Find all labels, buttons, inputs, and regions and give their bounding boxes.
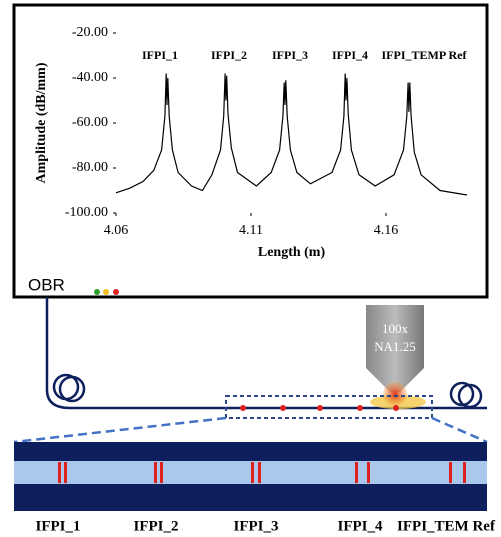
x-tick-label: 4.16 [374, 223, 399, 238]
spectrum-line [115, 73, 468, 196]
objective-label: 100x [382, 321, 409, 336]
x-tick-label: 4.11 [239, 223, 263, 238]
chart: -100.00 -80.00 -60.00 -40.00 -20.00 4.06 4.11 4… [34, 25, 467, 260]
sensor-label: IFPI_4 [338, 518, 384, 534]
zoom-line [13, 416, 227, 444]
peak-label: IFPI_TEMP Ref [382, 48, 468, 62]
sensor-label: IFPI_TEM Ref [397, 518, 496, 534]
zoom-line [431, 416, 488, 444]
device-label: OBR [28, 275, 65, 294]
y-tick-label: -80.00 [72, 160, 108, 175]
x-tick-label: 4.06 [104, 223, 129, 238]
y-tick-label: -100.00 [65, 205, 108, 220]
sensor-labels: IFPI_1 IFPI_2 IFPI_3 IFPI_4 IFPI_TEM Ref [36, 518, 496, 534]
indicator [113, 289, 119, 295]
objective [366, 305, 424, 392]
sensor-dots [240, 405, 399, 411]
peak-label: IFPI_4 [332, 48, 368, 62]
y-tick-label: -60.00 [72, 115, 108, 130]
ifpi-marks [58, 462, 466, 483]
objective-label: NA1.25 [374, 339, 416, 354]
laser-spot [383, 382, 407, 406]
indicator [103, 289, 109, 295]
x-axis-title: Length (m) [258, 245, 326, 260]
peak-label: IFPI_3 [272, 48, 308, 62]
y-tick-label: -40.00 [72, 70, 108, 85]
indicator [94, 289, 100, 295]
peak-label: IFPI_1 [142, 48, 178, 62]
sensor-label: IFPI_1 [36, 518, 81, 534]
y-tick-label: -20.00 [72, 25, 108, 40]
peak-label: IFPI_2 [211, 48, 247, 62]
obr-screen [12, 3, 489, 299]
fiber [45, 297, 487, 410]
zoom-box [225, 395, 433, 419]
y-axis-title: Amplitude (dB/mm) [34, 62, 49, 183]
sensor-label: IFPI_3 [234, 518, 279, 534]
core [14, 461, 487, 484]
sensor-label: IFPI_2 [134, 518, 179, 534]
